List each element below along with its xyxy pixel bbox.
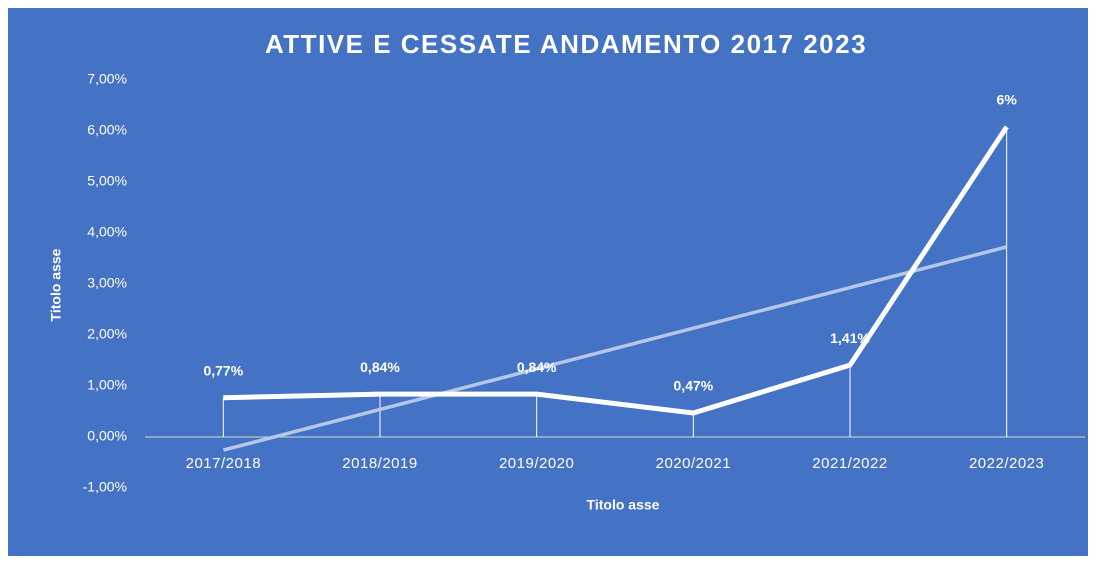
y-tick-label: 0,00% [87, 428, 127, 444]
y-tick-label: 5,00% [87, 173, 127, 189]
y-tick-label: -1,00% [83, 479, 127, 495]
data-label: 0,84% [517, 359, 557, 375]
x-tick-label: 2020/2021 [656, 455, 731, 472]
data-label: 0,84% [360, 359, 400, 375]
x-tick-label: 2017/2018 [186, 455, 261, 472]
y-tick-label: 3,00% [87, 275, 127, 291]
x-tick-label: 2022/2023 [969, 455, 1044, 472]
data-label: 0,77% [203, 362, 243, 378]
x-tick-label: 2021/2022 [812, 455, 887, 472]
data-label: 1,41% [830, 330, 870, 346]
data-label: 6% [997, 92, 1018, 108]
x-axis-label: Titolo asse [587, 497, 660, 513]
x-tick-label: 2019/2020 [499, 455, 574, 472]
data-label: 0,47% [673, 378, 713, 394]
trendline [222, 245, 1008, 452]
y-tick-label: 2,00% [87, 326, 127, 342]
y-axis-label: Titolo asse [48, 248, 64, 321]
y-tick-label: 1,00% [87, 377, 127, 393]
x-tick-label: 2018/2019 [342, 455, 417, 472]
y-tick-label: 4,00% [87, 224, 127, 240]
y-tick-label: 7,00% [87, 71, 127, 87]
chart-background [8, 8, 1088, 556]
y-tick-label: 6,00% [87, 122, 127, 138]
chart-title: ATTIVE E CESSATE ANDAMENTO 2017 2023 [265, 29, 867, 59]
data-line [223, 125, 1009, 416]
